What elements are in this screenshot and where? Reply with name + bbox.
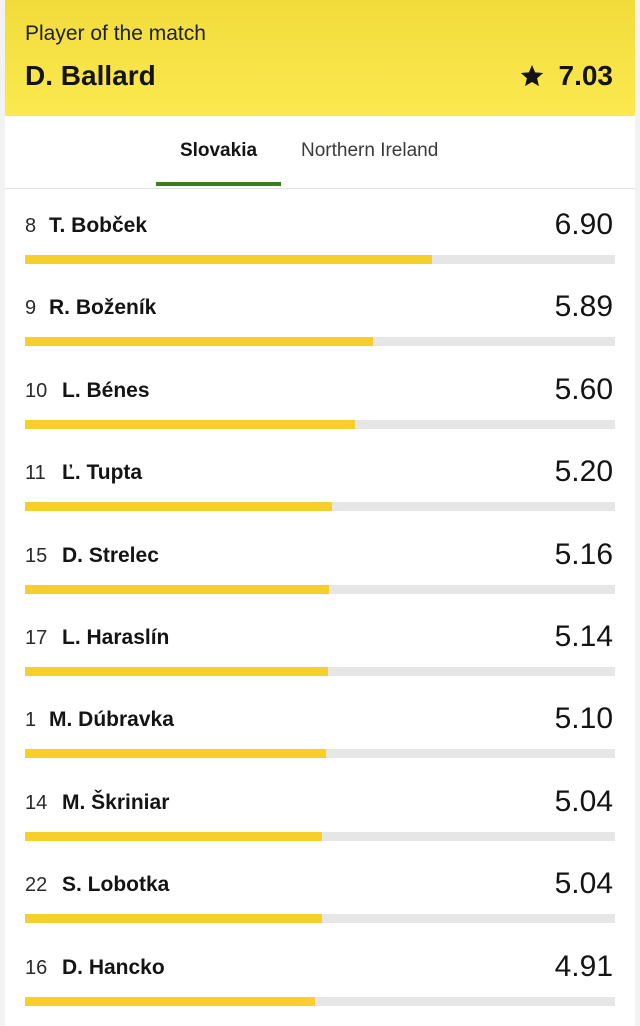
player-row: 16 D. Hancko 4.91 [5,942,635,1024]
player-rating: 5.04 [554,784,613,818]
player-rating: 5.04 [554,867,613,901]
player-name: D. Hancko [62,955,165,979]
player-row: 15 D. Strelec 5.16 [5,530,635,612]
player-row: 8 T. Bobček 6.90 [5,200,635,282]
player-shirt-number: 17 [25,627,48,649]
player-shirt-number: 14 [25,791,48,814]
player-shirt-number: 15 [25,544,48,567]
player-name: Ľ. Tupta [62,461,143,485]
rating-bar-fill [25,255,432,264]
player-shirt-number: 9 [25,297,37,320]
player-ratings-card: Player of the match D. Ballard 7.03 Slov… [5,0,635,1026]
rating-bar-track [25,749,615,759]
player-rating: 5.60 [554,372,613,406]
tab-slovakia[interactable]: Slovakia [179,140,258,161]
player-row: 14 M. Škriniar 5.04 [5,777,635,859]
rating-bar-track [25,255,615,264]
potm-player-name: D. Ballard [25,60,156,91]
rating-bar-track [25,996,615,1006]
rating-bar-fill [25,831,322,841]
rating-bar-track [25,914,615,924]
rating-bar-track [25,419,615,429]
player-row: 17 L. Haraslín 5.14 [5,612,635,694]
rating-bar-fill [25,914,322,924]
rating-bar-fill [25,337,373,347]
player-shirt-number: 11 [25,462,46,485]
active-tab-indicator [156,182,281,186]
player-rating: 6.90 [554,208,613,241]
player-shirt-number: 16 [25,956,48,979]
player-shirt-number: 8 [25,215,37,237]
player-row: 1 M. Dúbravka 5.10 [5,694,635,776]
player-row: 11 Ľ. Tupta 5.20 [5,447,635,529]
player-rating: 5.10 [554,702,613,736]
potm-rating: 7.03 [519,60,614,92]
rating-bar-fill [25,667,328,676]
rating-bar-track [25,667,615,676]
rating-bar-fill [25,419,355,429]
player-name: L. Haraslín [62,626,170,649]
player-rating: 5.89 [554,290,613,324]
player-rating: 5.20 [554,455,613,489]
rating-bar-fill [25,996,315,1006]
potm-label: Player of the match [25,22,206,45]
player-row: 10 L. Bénes 5.60 [5,365,635,447]
player-shirt-number: 1 [25,709,37,732]
player-name: M. Škriniar [62,790,170,814]
player-row: 22 S. Lobotka 5.04 [5,859,635,941]
player-rating: 5.14 [554,620,613,653]
player-row: 9 R. Boženík 5.89 [5,282,635,364]
player-name: L. Bénes [62,378,150,402]
potm-rating-value: 7.03 [558,60,614,91]
rating-bar-fill [25,502,332,512]
player-name: R. Boženík [49,296,157,320]
player-shirt-number: 22 [25,874,48,897]
player-rating: 5.16 [554,537,613,571]
rating-bar-track [25,337,615,347]
rating-bar-fill [25,749,326,759]
player-name: D. Strelec [62,543,159,567]
team-tabs: Slovakia Northern Ireland [5,116,635,189]
player-rating: 4.91 [554,949,613,983]
rating-bar-track [25,584,615,594]
player-name: M. Dúbravka [49,708,174,732]
star-icon [520,64,543,87]
player-of-the-match-banner: Player of the match D. Ballard 7.03 [5,0,635,116]
tab-northern-ireland[interactable]: Northern Ireland [301,140,439,161]
player-name: T. Bobček [49,214,148,237]
rating-bar-fill [25,584,329,594]
rating-bar-track [25,502,615,512]
player-shirt-number: 10 [25,379,48,402]
rating-bar-track [25,831,615,841]
player-name: S. Lobotka [62,873,170,897]
